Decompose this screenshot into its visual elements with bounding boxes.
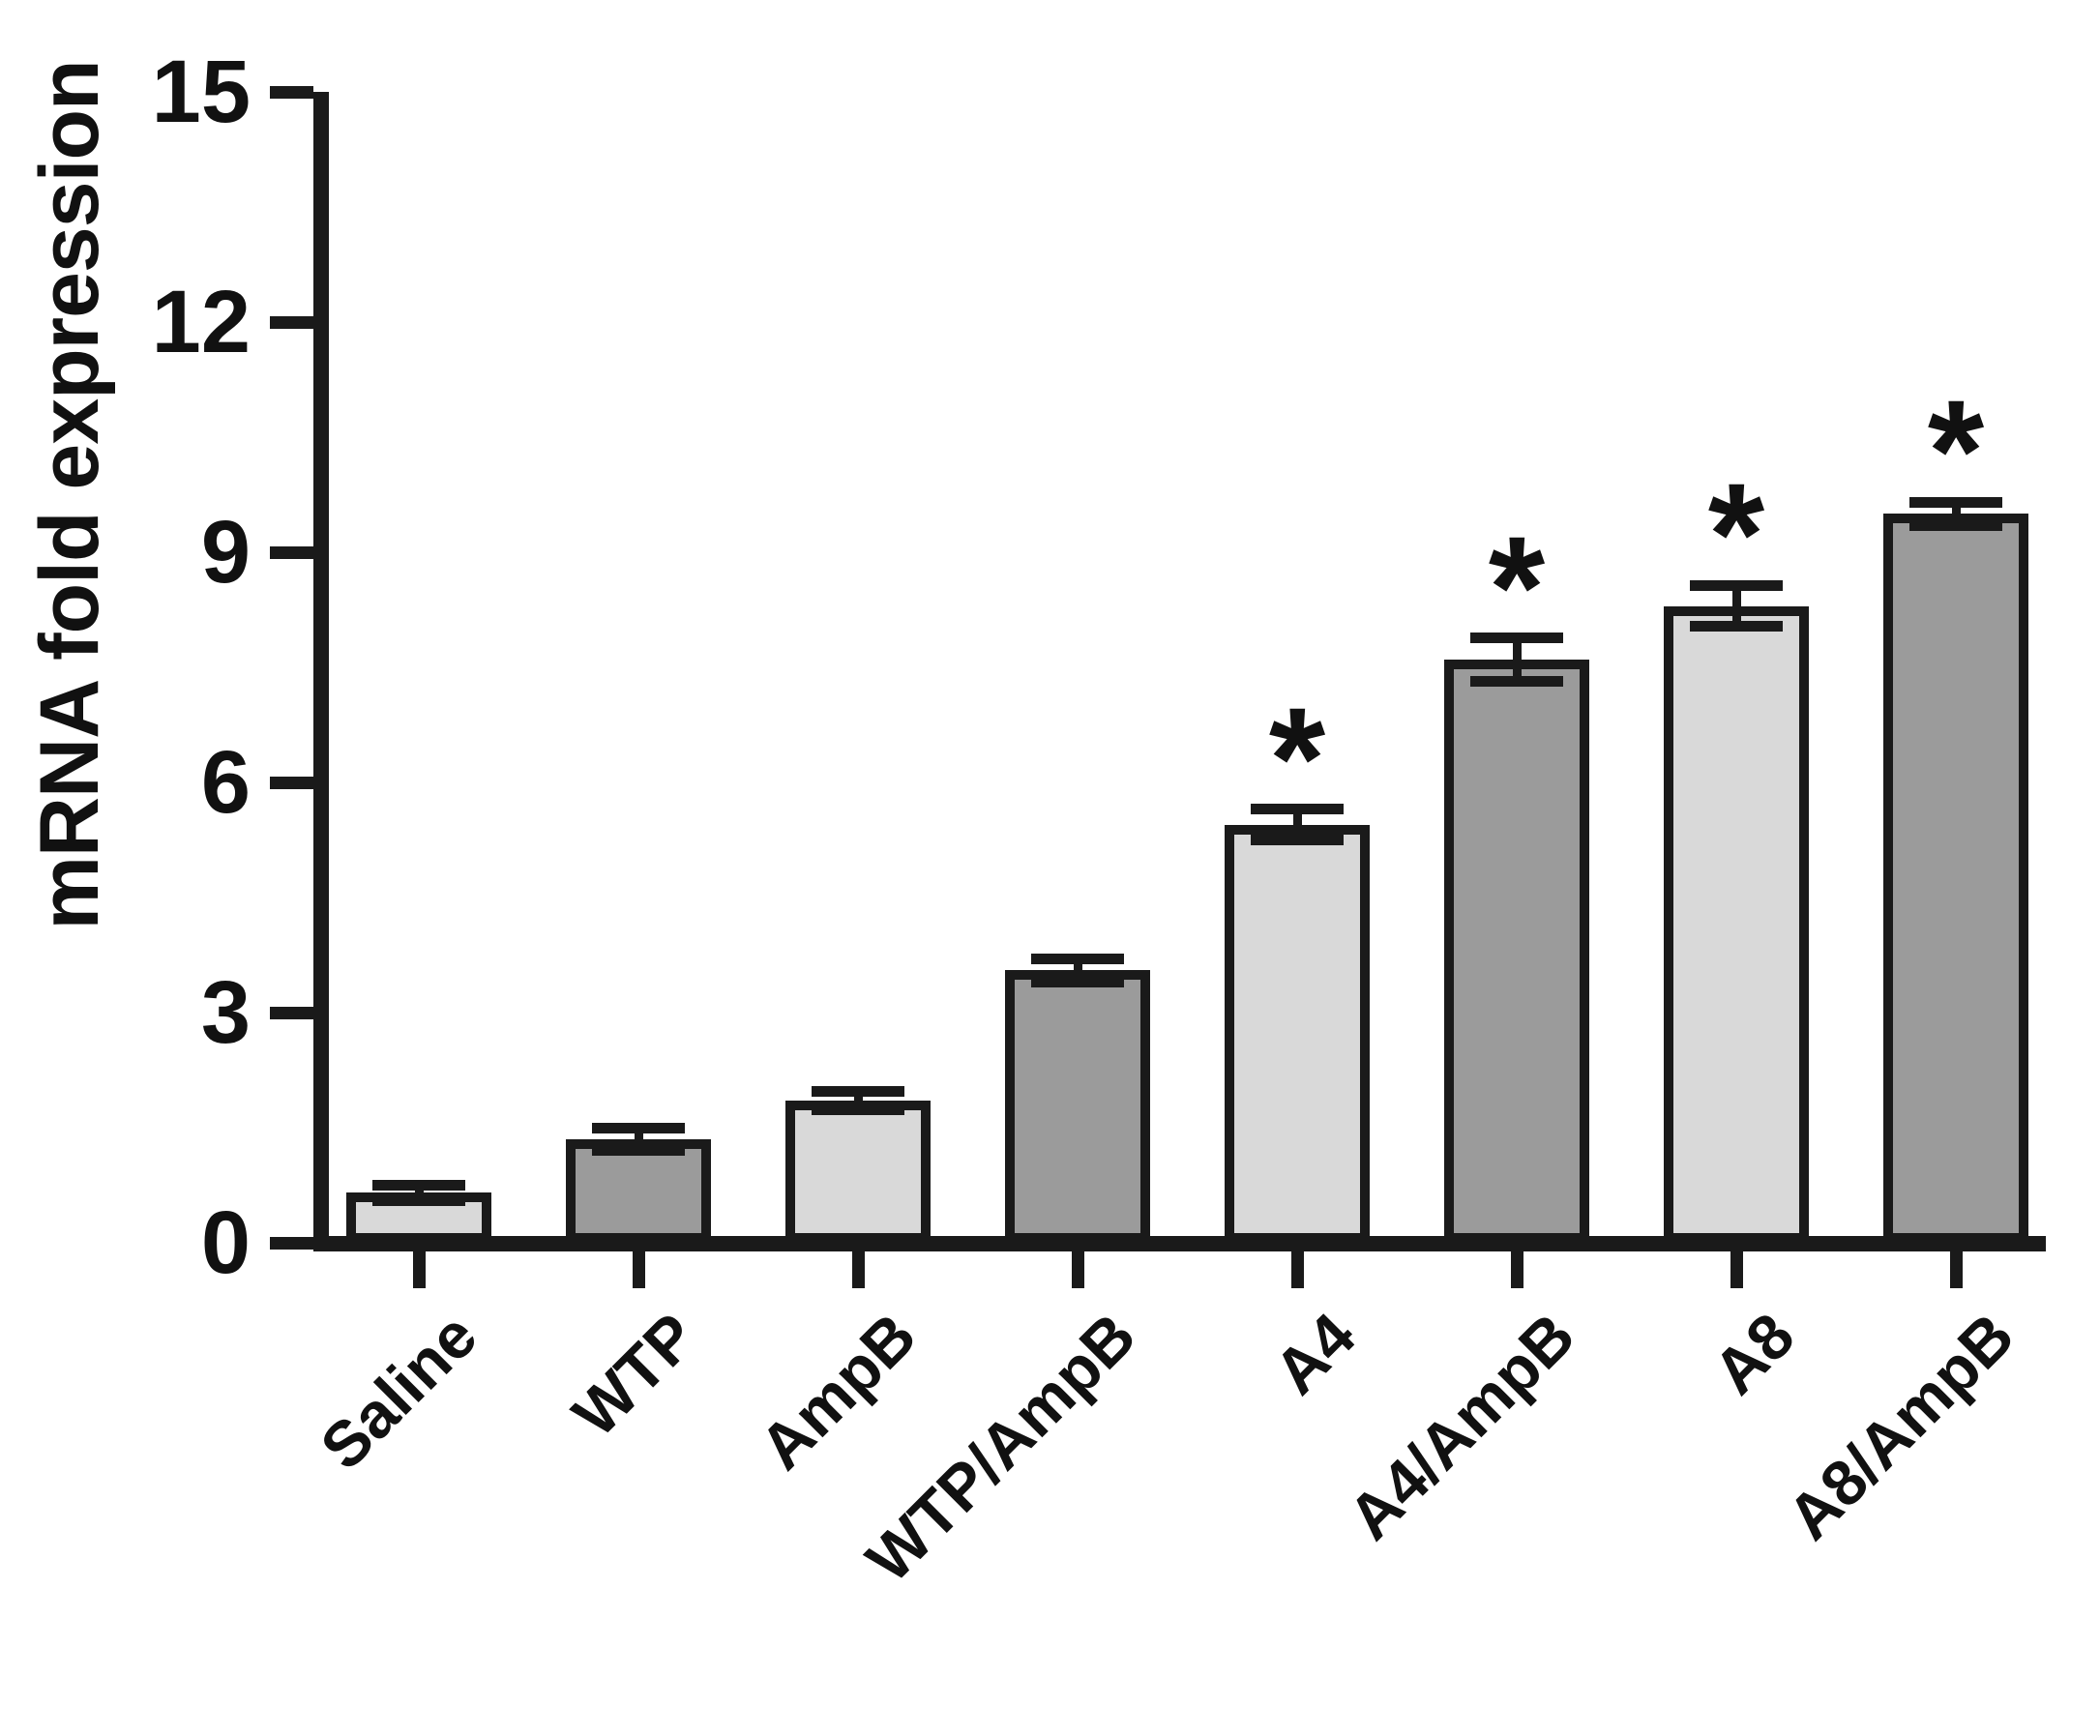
error-bar-cap-bottom — [592, 1145, 685, 1156]
y-tick-15 — [270, 86, 313, 99]
error-bar-cap-bottom — [372, 1195, 465, 1206]
error-bar-line — [1293, 809, 1302, 840]
x-tick-2 — [852, 1251, 865, 1288]
error-bar-cap-bottom — [1909, 520, 2002, 531]
error-bar-cap-bottom — [1251, 835, 1344, 845]
significance-asterisk: * — [1707, 453, 1765, 615]
bar-ampb — [785, 1101, 931, 1243]
bar-a8 — [1664, 606, 1809, 1243]
y-tick-label-6: 6 — [200, 733, 251, 832]
error-bar-cap-top — [1031, 954, 1124, 964]
y-tick-label-0: 0 — [200, 1193, 251, 1292]
x-tick-0 — [413, 1251, 426, 1288]
error-bar-cap-bottom — [1470, 676, 1563, 687]
error-bar-line — [1952, 502, 1961, 525]
error-bar-line — [1513, 638, 1522, 681]
y-tick-label-15: 15 — [151, 43, 251, 141]
error-bar-cap-top — [1690, 580, 1783, 591]
x-tick-7 — [1950, 1251, 1963, 1288]
error-bar-line — [415, 1186, 424, 1201]
error-bar-cap-bottom — [1690, 621, 1783, 632]
x-tick-3 — [1072, 1251, 1084, 1288]
x-tick-4 — [1291, 1251, 1304, 1288]
error-bar-cap-bottom — [1031, 977, 1124, 987]
error-bar-line — [635, 1128, 643, 1151]
y-tick-label-12: 12 — [151, 273, 251, 371]
bar-a8-ampb — [1883, 514, 2028, 1243]
y-tick-6 — [270, 777, 313, 789]
y-tick-3 — [270, 1007, 313, 1019]
error-bar-line — [854, 1092, 863, 1110]
y-tick-9 — [270, 546, 313, 559]
error-bar-cap-bottom — [812, 1104, 904, 1115]
error-bar-cap-top — [372, 1180, 465, 1191]
y-tick-0 — [270, 1237, 313, 1250]
significance-asterisk: * — [1268, 677, 1326, 839]
x-tick-5 — [1511, 1251, 1523, 1288]
error-bar-cap-top — [592, 1123, 685, 1133]
error-bar-line — [1732, 585, 1741, 627]
x-tick-6 — [1730, 1251, 1743, 1288]
x-tick-1 — [633, 1251, 645, 1288]
significance-asterisk: * — [1927, 369, 1985, 532]
y-tick-label-9: 9 — [200, 503, 251, 602]
y-axis-line — [313, 92, 329, 1251]
bar-a4 — [1225, 825, 1370, 1243]
y-tick-12 — [270, 316, 313, 329]
x-axis-line — [313, 1236, 2046, 1251]
error-bar-cap-top — [812, 1086, 904, 1097]
error-bar-cap-top — [1470, 633, 1563, 643]
bar-wtp-ampb — [1005, 970, 1150, 1243]
error-bar-cap-top — [1251, 804, 1344, 814]
error-bar-cap-top — [1909, 497, 2002, 508]
significance-asterisk: * — [1488, 506, 1546, 668]
y-tick-label-3: 3 — [200, 963, 251, 1062]
bar-a4-ampb — [1444, 660, 1589, 1243]
error-bar-line — [1074, 958, 1082, 982]
